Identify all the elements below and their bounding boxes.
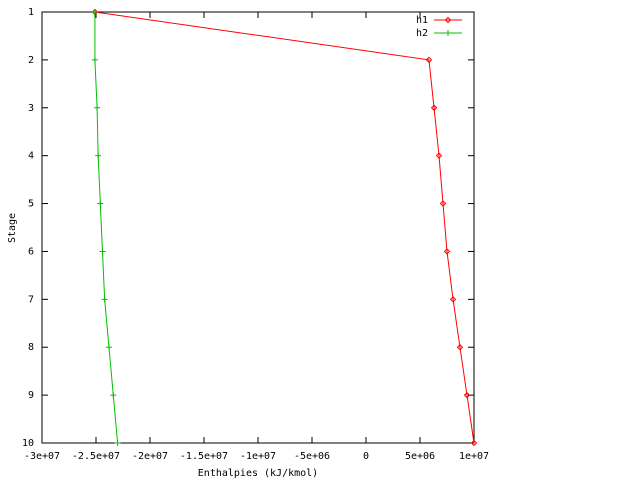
y-tick-label: 10 xyxy=(22,438,34,449)
x-tick-label: -5e+06 xyxy=(294,451,330,462)
point xyxy=(99,248,106,255)
point xyxy=(91,9,98,15)
y-tick-label: 5 xyxy=(28,199,34,210)
y-tick-label: 2 xyxy=(28,55,34,66)
point xyxy=(435,152,443,159)
x-tick-label: -2e+07 xyxy=(132,451,168,462)
x-tick-label: -3e+07 xyxy=(24,451,60,462)
point xyxy=(91,56,98,63)
point xyxy=(95,152,102,159)
x-tick-label: -1e+07 xyxy=(240,451,276,462)
point xyxy=(101,296,108,303)
x-tick-label: 1e+07 xyxy=(459,451,489,462)
point xyxy=(439,200,447,207)
y-tick-label: 1 xyxy=(28,7,34,18)
point xyxy=(443,248,451,255)
point xyxy=(97,200,104,207)
point xyxy=(449,296,457,303)
x-axis-label: Enthalpies (kJ/kmol) xyxy=(198,468,318,479)
y-tick-label: 8 xyxy=(28,342,34,353)
y-tick-label: 9 xyxy=(28,390,34,401)
legend-marker xyxy=(444,16,452,24)
point xyxy=(94,104,101,111)
point xyxy=(114,440,121,446)
legend-marker xyxy=(445,30,451,36)
x-tick-label: 5e+06 xyxy=(405,451,435,462)
plot-border xyxy=(41,11,475,444)
point xyxy=(463,391,471,399)
y-axis-label: Stage xyxy=(7,213,18,243)
y-tick-label: 3 xyxy=(28,103,34,114)
point xyxy=(470,439,478,447)
point xyxy=(110,392,117,399)
x-tick-label: -1.5e+07 xyxy=(180,451,228,462)
x-tick-label: -2.5e+07 xyxy=(72,451,120,462)
point xyxy=(105,344,112,351)
series-line xyxy=(94,11,475,444)
point xyxy=(456,344,464,351)
y-tick-label: 4 xyxy=(28,151,34,162)
legend-label: h1 xyxy=(416,15,428,26)
point xyxy=(425,56,433,64)
series-line xyxy=(94,12,119,444)
y-tick-label: 7 xyxy=(28,294,34,305)
x-tick-label: 0 xyxy=(363,451,369,462)
legend-label: h2 xyxy=(416,28,428,39)
point xyxy=(430,104,438,111)
y-tick-label: 6 xyxy=(28,246,34,257)
